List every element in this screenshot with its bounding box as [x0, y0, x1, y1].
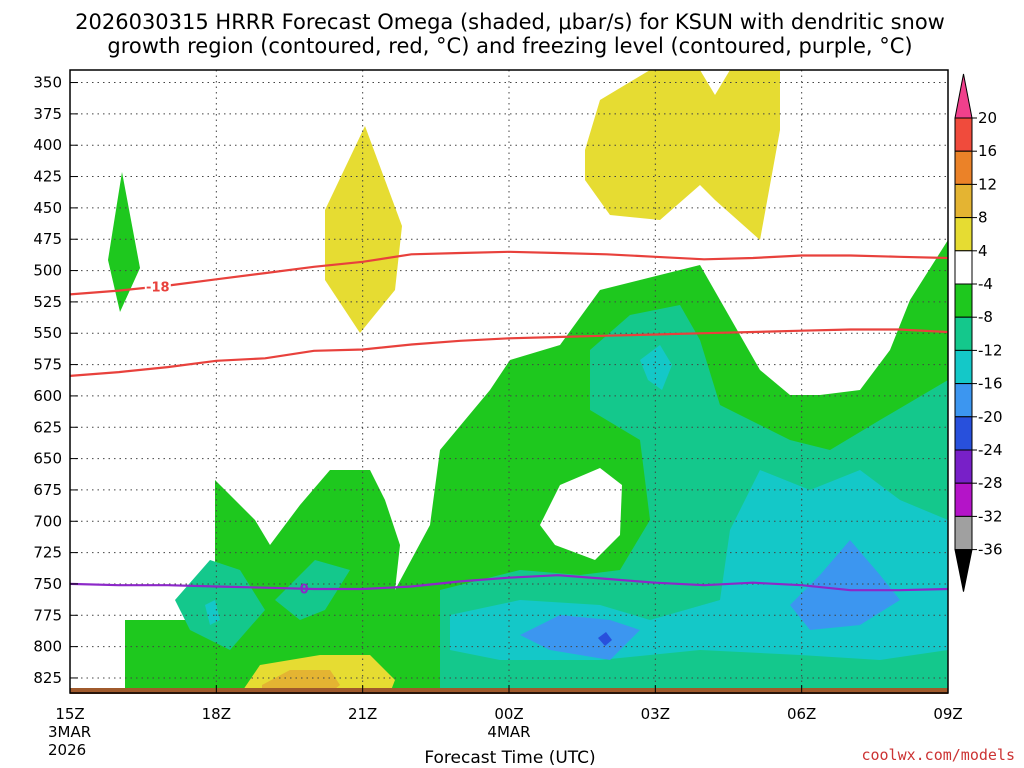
colorbar-label: 12	[978, 175, 997, 193]
contour-line	[70, 250, 948, 296]
y-tick-label: 550	[33, 324, 62, 342]
y-tick-label: 800	[33, 638, 62, 656]
y-tick-label: 650	[33, 450, 62, 468]
x-tick-label: 18Z	[202, 705, 231, 723]
colorbar-label: 20	[978, 109, 997, 127]
y-tick-label: 575	[33, 356, 62, 374]
colorbar-segment	[954, 549, 973, 592]
colorbar-label: -4	[978, 275, 993, 293]
colorbar-segment	[954, 283, 973, 318]
contour-label: 0	[300, 583, 309, 598]
omega-shade-cyan-small	[640, 345, 672, 390]
colorbar-label: 8	[978, 209, 988, 227]
grid-lines	[70, 70, 948, 693]
omega-shade-orange-low	[262, 670, 340, 693]
contour-line	[70, 328, 948, 377]
y-tick-label: 450	[33, 199, 62, 217]
colorbar-label: -12	[978, 341, 1003, 359]
colorbar-label: -16	[978, 375, 1003, 393]
colorbar-label: 4	[978, 242, 988, 260]
colorbar-segment	[954, 482, 973, 517]
y-tick-label: 400	[33, 136, 62, 154]
chart-title-line1: 2026030315 HRRR Forecast Omega (shaded, …	[75, 10, 945, 34]
x-axis-label: Forecast Time (UTC)	[424, 748, 595, 768]
x-tick-label: 03Z	[641, 705, 670, 723]
y-tick-label: 525	[33, 293, 62, 311]
colorbar-label: 16	[978, 142, 997, 160]
y-tick-label: 725	[33, 544, 62, 562]
colorbar-label: -32	[978, 507, 1003, 525]
colorbar-segment	[954, 316, 973, 351]
x-tick-date: 3MAR	[48, 723, 91, 741]
omega-shading	[108, 70, 948, 693]
colorbar-segment	[954, 416, 973, 451]
x-tick-label: 06Z	[787, 705, 816, 723]
colorbar: 20 16 12 8 4 -4 -8 -12 -16 -20 -24 -28 -32 -36	[954, 73, 1003, 592]
omega-shade-white-pocket	[540, 468, 622, 560]
x-tick-date: 4MAR	[487, 723, 530, 741]
omega-shade-darkblue	[598, 632, 612, 646]
colorbar-segment	[954, 449, 973, 484]
colorbar-segment	[954, 183, 973, 219]
y-tick-label: 700	[33, 512, 62, 530]
y-tick-label: 750	[33, 575, 62, 593]
contour-line	[70, 574, 948, 592]
colorbar-label: -36	[978, 541, 1003, 559]
y-tick-label: 675	[33, 481, 62, 499]
y-tick-label: 825	[33, 669, 62, 687]
y-tick-label: 475	[33, 230, 62, 248]
omega-shade-cyan-left	[205, 600, 220, 625]
colorbar-segment	[954, 117, 973, 152]
colorbar-segment	[954, 515, 973, 551]
y-tick-label: 500	[33, 262, 62, 280]
colorbar-label: -28	[978, 474, 1003, 492]
x-tick-year: 2026	[48, 741, 86, 759]
colorbar-segment	[954, 217, 973, 252]
omega-shade-blue-left	[520, 615, 640, 660]
y-tick-label: 350	[33, 74, 62, 92]
y-tick-label: 425	[33, 168, 62, 186]
x-tick-label: 21Z	[348, 705, 377, 723]
colorbar-segment	[954, 150, 973, 185]
x-tick-label: 00Z	[494, 705, 523, 723]
y-tick-label: 775	[33, 606, 62, 624]
credit-text: coolwx.com/models	[861, 746, 1015, 764]
contour-lines: -18 0	[70, 250, 948, 598]
colorbar-label: -20	[978, 408, 1003, 426]
omega-shade-teal-left	[175, 560, 265, 650]
colorbar-segment	[954, 349, 973, 385]
omega-shade-yellow-21z	[325, 126, 402, 333]
colorbar-segment	[954, 73, 973, 119]
y-tick-label: 375	[33, 105, 62, 123]
omega-shade-blue-right	[790, 540, 900, 630]
chart-title-line2: growth region (contoured, red, °C) and f…	[107, 34, 912, 58]
contour-label: -18	[146, 281, 170, 296]
omega-shade-green-left	[108, 172, 140, 312]
colorbar-label: -24	[978, 441, 1003, 459]
colorbar-label: -8	[978, 308, 993, 326]
y-axis: 350 375 400 425 450 475 500 525 550 575 600 625 650 6…	[33, 74, 78, 687]
contour-label-bg	[144, 278, 171, 295]
x-tick-label: 09Z	[933, 705, 962, 723]
colorbar-segment	[954, 250, 973, 285]
y-tick-label: 625	[33, 418, 62, 436]
y-tick-label: 600	[33, 387, 62, 405]
x-tick-label: 15Z	[55, 705, 84, 723]
colorbar-segment	[954, 383, 973, 418]
omega-shade-yellow-03z	[585, 70, 780, 240]
